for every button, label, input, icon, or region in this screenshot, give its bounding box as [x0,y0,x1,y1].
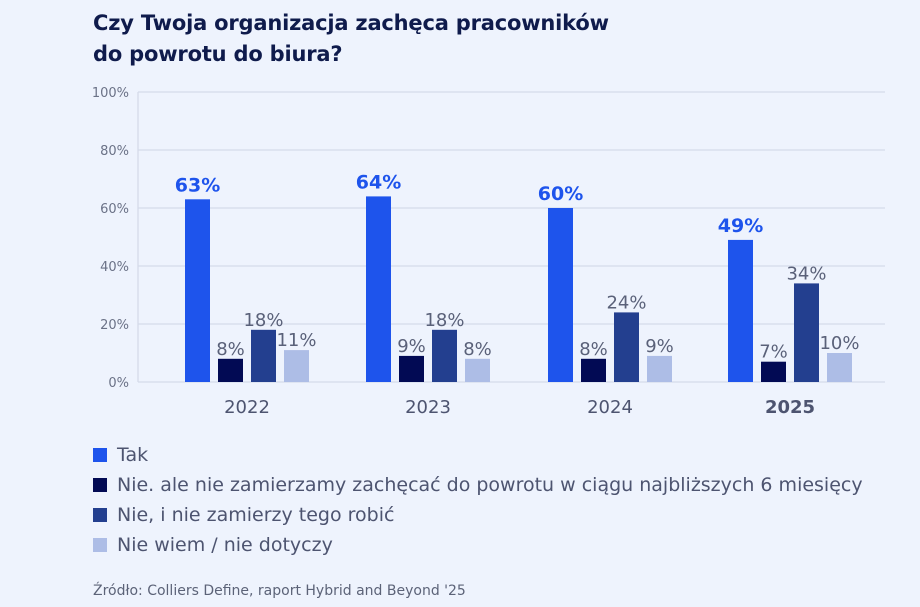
data-label: 49% [718,215,763,237]
data-label: 9% [397,336,426,357]
chart-title-line-2: do powrotu do biura? [93,42,343,66]
y-tick-label: 20% [100,318,129,333]
legend-label: Nie. ale nie zamierzamy zachęcać do powr… [117,474,863,496]
bar [399,355,424,382]
bar [366,196,391,382]
bar-group-2025: 49% 7% 34% 10% [718,215,860,382]
bar-group-2022: 63% 8% 18%11% [175,174,317,382]
source-note: Źródło: Colliers Define, raport Hybrid a… [93,583,466,599]
legend-item: Nie, i nie zamierzy tego robić [93,500,863,530]
data-label: 34% [786,263,826,284]
bar [185,199,210,382]
bar [284,350,309,382]
legend-item: Nie wiem / nie dotyczy [93,530,863,560]
data-label: 10% [819,333,859,354]
legend-swatch [93,478,107,492]
bar [218,358,243,382]
y-tick-label: 80% [100,144,129,159]
legend-label: Nie wiem / nie dotyczy [117,534,333,556]
data-label: 8% [216,339,245,360]
data-label: 18% [424,310,464,331]
grid-lines [137,91,885,383]
x-tick-label: 2022 [224,397,270,418]
bars: 63%8%18%11%64%9%18%8%60%8%24%9%49%7%34%1… [175,171,860,382]
legend-swatch [93,448,107,462]
bar [432,329,457,382]
x-tick-label: 2024 [587,397,633,418]
y-axis-ticks: 0% 20% 40% 60% 80% 100% [92,86,129,391]
bar [548,208,573,382]
legend-label: Tak [117,444,149,466]
x-tick-label: 2025 [765,397,815,418]
bar-group-2024: 60% 8% 24% 9% [538,183,674,382]
data-label: 8% [579,339,608,360]
bar [614,312,639,382]
legend-item: Nie. ale nie zamierzamy zachęcać do powr… [93,470,863,500]
data-label: 18% [243,310,283,331]
y-tick-label: 60% [100,202,129,217]
bar [251,329,276,382]
bar [761,361,786,382]
y-tick-label: 40% [100,260,129,275]
legend-swatch [93,538,107,552]
bar-chart: 0%20%40%60%80%100% 63%8%18%11%64%9%18%8%… [92,86,885,418]
bar [728,239,753,382]
legend: Tak Nie. ale nie zamierzamy zachęcać do p… [93,440,863,560]
data-label: 8% [463,339,492,360]
bar [581,358,606,382]
data-label: 64% [356,171,401,193]
chart-title: Czy Twoja organizacja zachęca pracownikó… [93,8,609,70]
data-label: 63% [175,174,220,196]
data-label: 9% [645,336,674,357]
data-label: 11% [276,330,316,351]
y-tick-label: 0% [108,376,129,391]
data-label: 60% [538,183,583,205]
bar [794,283,819,382]
bar [465,358,490,382]
legend-label: Nie, i nie zamierzy tego robić [117,504,395,526]
data-label: 24% [606,292,646,313]
legend-item: Tak [93,440,863,470]
legend-swatch [93,508,107,522]
bar [827,353,852,382]
x-axis-ticks: 2022 2023 2024 2025 [224,397,815,418]
chart-title-line-1: Czy Twoja organizacja zachęca pracownikó… [93,11,609,35]
x-tick-label: 2023 [405,397,451,418]
bar-group-2023: 64% 9% 18% 8% [356,171,492,382]
bar [647,355,672,382]
data-label: 7% [759,342,788,363]
y-tick-label: 100% [92,86,129,101]
